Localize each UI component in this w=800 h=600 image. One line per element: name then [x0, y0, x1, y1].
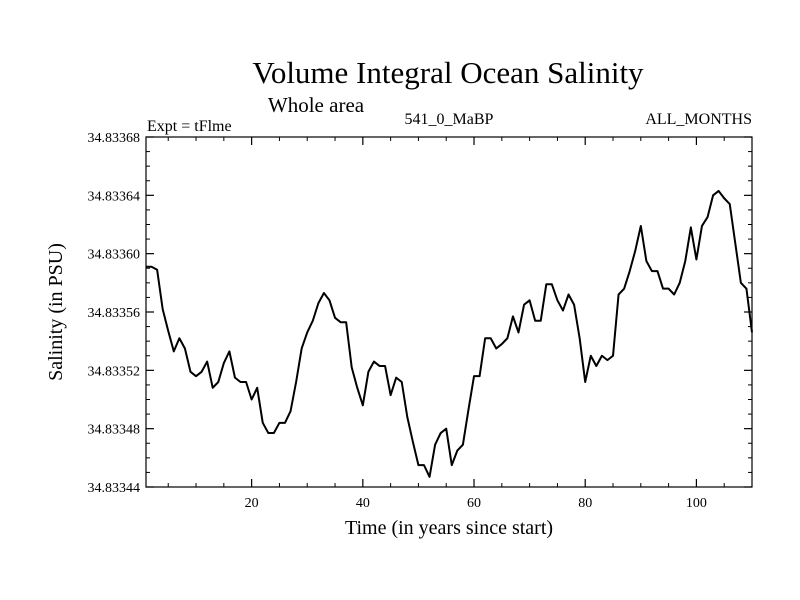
- y-tick-label: 34.83344: [88, 481, 141, 496]
- y-tick-label: 34.83368: [88, 131, 141, 146]
- x-tick-label: 40: [356, 496, 370, 511]
- y-axis-label: Salinity (in PSU): [45, 243, 67, 381]
- chart-subtitle: Whole area: [268, 93, 365, 117]
- y-tick-label: 34.83352: [88, 364, 141, 379]
- y-axis-ticks: 34.83344 34.83348 34.83352 34.83356 34.83360…: [88, 131, 752, 496]
- y-tick-label: 34.83348: [88, 423, 141, 438]
- x-tick-label: 60: [467, 496, 481, 511]
- y-tick-label: 34.83360: [88, 248, 141, 263]
- months-label: ALL_MONTHS: [645, 111, 752, 128]
- plot-frame: [145, 136, 753, 488]
- x-tick-label: 100: [686, 496, 707, 511]
- x-tick-label: 80: [578, 496, 592, 511]
- expt-label: Expt = tFlme: [147, 118, 232, 135]
- y-tick-label: 34.83364: [88, 189, 141, 204]
- x-axis-ticks: 20 40 60 80 100: [167, 137, 725, 511]
- salinity-series-line: [146, 189, 753, 478]
- x-axis-label: Time (in years since start): [345, 517, 553, 539]
- chart-title: Volume Integral Ocean Salinity: [252, 55, 644, 90]
- y-tick-label: 34.83356: [88, 306, 141, 321]
- run-label: 541_0_MaBP: [405, 111, 494, 128]
- x-tick-label: 20: [245, 496, 259, 511]
